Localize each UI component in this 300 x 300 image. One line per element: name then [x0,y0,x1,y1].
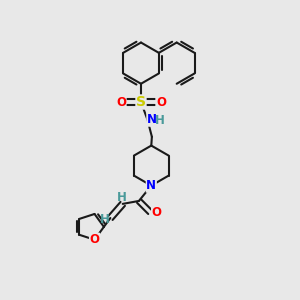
Text: O: O [116,95,126,109]
Text: N: N [146,179,156,192]
Text: H: H [117,191,127,204]
Text: S: S [136,95,146,109]
Text: N: N [147,113,157,126]
Text: H: H [155,114,165,127]
Text: O: O [89,233,100,246]
Text: O: O [152,206,162,219]
Text: O: O [156,95,166,109]
Text: H: H [100,213,110,226]
